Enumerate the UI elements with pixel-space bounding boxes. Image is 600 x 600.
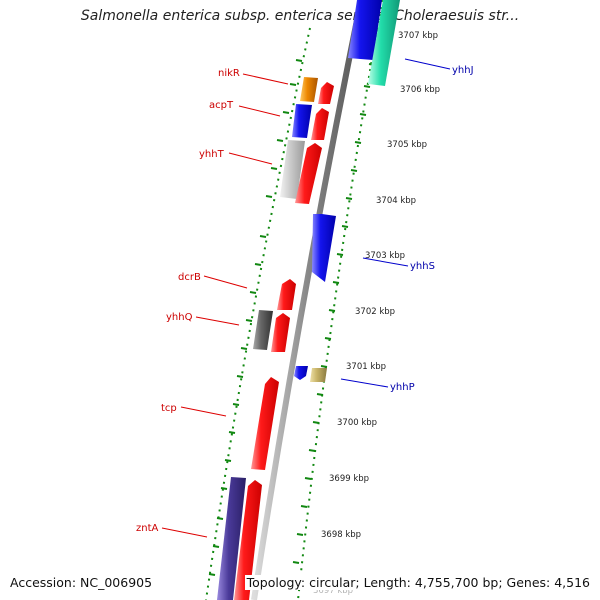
gene-yhhQ-red[interactable] — [271, 313, 290, 352]
gene-yhhJ-bar[interactable] — [348, 0, 382, 60]
gene-yhhP-khaki[interactable] — [310, 368, 327, 382]
gene-label-acpT[interactable]: acpT — [209, 100, 234, 111]
gene-nikR-orange[interactable] — [300, 77, 318, 102]
tick-label: 3697 kbp — [313, 586, 353, 596]
gene-label-nikR[interactable]: nikR — [218, 68, 240, 79]
tick-label: 3699 kbp — [329, 474, 369, 484]
tick-label: 3703 kbp — [365, 251, 405, 261]
ruler-outer-right — [297, 0, 383, 600]
tick-label: 3704 kbp — [376, 196, 416, 206]
gene-tcp-red[interactable] — [251, 377, 279, 470]
gene-acpT-blue[interactable] — [292, 104, 312, 138]
tick-label: 3705 kbp — [387, 140, 427, 150]
tick-label: 3702 kbp — [355, 307, 395, 317]
label-leaders-right — [340, 58, 451, 388]
tick-label: 3698 kbp — [321, 530, 361, 540]
gene-zntA-red[interactable] — [234, 480, 262, 600]
gene-label-yhhS[interactable]: yhhS — [410, 261, 435, 272]
gene-yhhQ-darkgray[interactable] — [253, 310, 273, 350]
gene-dcrB-red[interactable] — [277, 279, 296, 310]
gene-label-yhhT[interactable]: yhhT — [199, 149, 225, 160]
ruler-ticks-left — [208, 59, 303, 576]
gene-nikR-red[interactable] — [318, 82, 334, 104]
gene-yhhT-lightgray[interactable] — [280, 140, 305, 199]
reverse-strand-genes — [217, 77, 334, 600]
genome-title: Salmonella enterica subsp. enterica sero… — [80, 8, 520, 24]
accession-label: Accession: NC_006905 — [8, 575, 155, 590]
genome-info-label: Topology: circular; Length: 4,755,700 bp… — [244, 575, 592, 590]
gene-yhhT-red[interactable] — [295, 143, 322, 204]
gene-label-dcrB[interactable]: dcrB — [178, 272, 201, 283]
gene-label-tcp[interactable]: tcp — [161, 403, 177, 414]
genome-backbone — [251, 0, 364, 600]
ruler-outer-left — [205, 27, 311, 600]
gene-label-yhhJ[interactable]: yhhJ — [452, 65, 474, 76]
gene-labels-left: nikR acpT yhhT dcrB yhhQ tcp zntA — [136, 68, 240, 534]
gene-label-yhhQ[interactable]: yhhQ — [166, 312, 193, 323]
gene-labels-right: yhhJ yhhS yhhP — [390, 65, 474, 393]
gene-yhhP-blue[interactable] — [294, 366, 308, 380]
gene-yhhS-bar[interactable] — [312, 214, 336, 282]
label-leaders-left — [161, 73, 289, 538]
tick-label: 3701 kbp — [346, 362, 386, 372]
tick-label: 3707 kbp — [398, 31, 438, 41]
tick-label: 3706 kbp — [400, 85, 440, 95]
forward-strand-genes — [294, 0, 400, 382]
gene-label-zntA[interactable]: zntA — [136, 523, 159, 534]
gene-acpT-red[interactable] — [311, 108, 329, 140]
tick-label: 3700 kbp — [337, 418, 377, 428]
gene-yhhJ-teal-bar[interactable] — [368, 0, 400, 86]
gene-label-yhhP[interactable]: yhhP — [390, 382, 415, 393]
tick-labels: 3707 kbp 3706 kbp 3705 kbp 3704 kbp 3703… — [313, 31, 440, 596]
gene-zntA-navy[interactable] — [217, 477, 246, 600]
